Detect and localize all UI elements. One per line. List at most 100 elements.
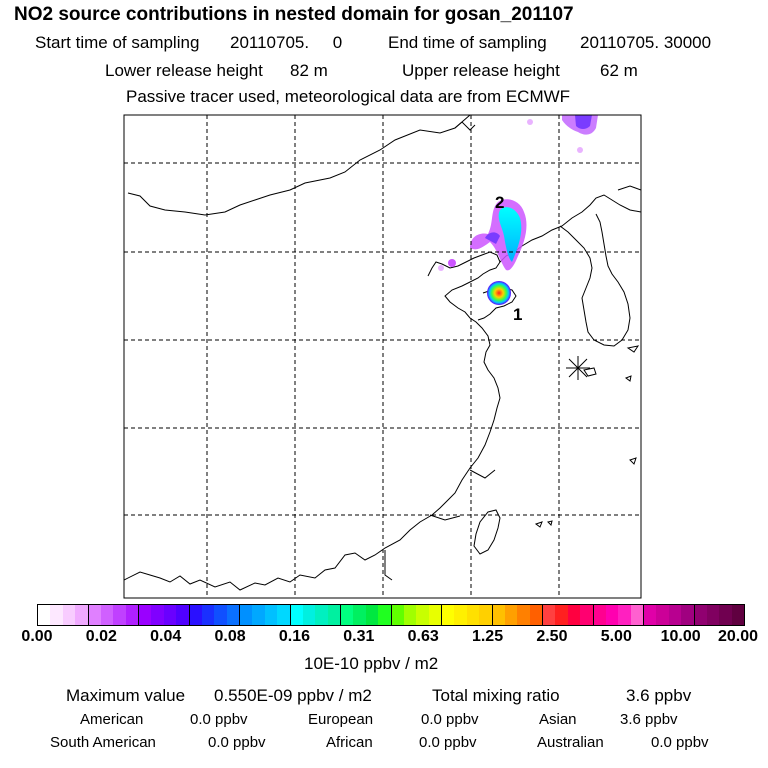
region-name-australian: Australian <box>537 734 604 751</box>
colorbar-swatch <box>731 605 744 625</box>
colorbar-swatch <box>492 605 505 625</box>
region-name-asian: Asian <box>539 711 577 728</box>
colorbar-swatch <box>656 605 669 625</box>
colorbar-swatch <box>176 605 190 625</box>
colorbar-tick-label: 5.00 <box>600 628 632 645</box>
colorbar-tick-label: 1.25 <box>471 628 504 645</box>
colorbar-swatch <box>75 605 89 625</box>
colorbar-swatch <box>694 605 707 625</box>
region-value-european: 0.0 ppbv <box>421 711 479 728</box>
colorbar-swatch <box>466 605 480 625</box>
colorbar-tick-label: 10.00 <box>660 628 701 645</box>
colorbar-tick-label: 20.00 <box>717 628 759 645</box>
total-mixing-value: 3.6 ppbv <box>626 686 692 705</box>
colorbar-swatch <box>378 605 392 625</box>
colorbar-swatch <box>555 605 568 625</box>
colorbar-swatch <box>644 605 657 625</box>
colorbar-swatch <box>277 605 291 625</box>
map-panel: 2 1 <box>123 114 642 599</box>
colorbar-swatch <box>580 605 594 625</box>
colorbar-swatch <box>139 605 152 625</box>
colorbar-swatch <box>214 605 227 625</box>
region-value-american: 0.0 ppbv <box>190 711 248 728</box>
hotspot-source-1 <box>487 281 511 305</box>
colorbar-swatch <box>315 605 328 625</box>
colorbar-swatch <box>353 605 366 625</box>
colorbar-swatch <box>264 605 278 625</box>
source-label-1: 1 <box>513 305 522 324</box>
upper-height-value: 62 m <box>600 61 638 80</box>
start-time-value: 20110705. 0 <box>230 33 343 52</box>
start-time-label: Start time of sampling <box>35 33 200 52</box>
colorbar-tick-label: 2.50 <box>536 628 568 645</box>
colorbar-swatch <box>630 605 644 625</box>
colorbar-swatch <box>201 605 215 625</box>
plume-source-2 <box>438 199 527 271</box>
colorbar-swatch <box>391 605 404 625</box>
colorbar-tick-label: 0.31 <box>343 628 375 645</box>
colorbar-swatch <box>442 605 455 625</box>
colorbar-swatch <box>517 605 530 625</box>
colorbar-swatch <box>151 605 164 625</box>
upper-height-label: Upper release height <box>402 61 560 80</box>
receptor-star-icon <box>566 356 590 380</box>
colorbar-swatch <box>50 605 63 625</box>
region-name-american: American <box>80 711 144 728</box>
colorbar-swatch <box>479 605 493 625</box>
tracer-note: Passive tracer used, meteorological data… <box>126 87 571 106</box>
colorbar-swatch <box>428 605 442 625</box>
lower-height-value: 82 m <box>290 61 328 80</box>
region-value-asian: 3.6 ppbv <box>620 711 678 728</box>
end-time-value: 20110705. 30000 <box>580 33 712 52</box>
colorbar-swatch <box>593 605 606 625</box>
colorbar-tick-label: 0.16 <box>278 628 311 645</box>
colorbar <box>37 604 745 626</box>
colorbar-swatch <box>567 605 581 625</box>
colorbar-swatch <box>529 605 543 625</box>
plume-top-edge <box>527 115 598 153</box>
colorbar-tick-label: 0.02 <box>85 628 117 645</box>
source-label-2: 2 <box>495 193 504 212</box>
max-value-label: Maximum value <box>66 686 186 705</box>
max-value: 0.550E-09 ppbv / m2 <box>214 686 372 705</box>
figure-title: NO2 source contributions in nested domai… <box>14 4 574 25</box>
colorbar-swatch <box>62 605 76 625</box>
colorbar-swatch <box>290 605 303 625</box>
colorbar-swatch <box>668 605 682 625</box>
colorbar-swatch <box>403 605 417 625</box>
region-value-south-american: 0.0 ppbv <box>208 734 266 751</box>
colorbar-swatch <box>125 605 139 625</box>
colorbar-swatch <box>341 605 354 625</box>
colorbar-swatch <box>226 605 240 625</box>
colorbar-swatch <box>327 605 341 625</box>
colorbar-units: 10E-10 ppbv / m2 <box>304 654 439 673</box>
colorbar-swatch <box>706 605 720 625</box>
colorbar-swatch <box>618 605 631 625</box>
colorbar-tick-label: 0.08 <box>214 628 246 645</box>
colorbar-swatch <box>252 605 265 625</box>
colorbar-swatch <box>719 605 732 625</box>
region-value-australian: 0.0 ppbv <box>651 734 709 751</box>
colorbar-swatch <box>681 605 695 625</box>
region-value-african: 0.0 ppbv <box>419 734 477 751</box>
region-name-european: European <box>308 711 374 728</box>
colorbar-swatch <box>240 605 253 625</box>
colorbar-tick-label: 0.00 <box>21 628 53 645</box>
colorbar-swatch <box>543 605 556 625</box>
end-time-label: End time of sampling <box>388 33 547 52</box>
colorbar-swatch <box>113 605 126 625</box>
region-name-african: African <box>326 734 373 751</box>
colorbar-swatch <box>189 605 202 625</box>
colorbar-swatch <box>504 605 518 625</box>
colorbar-swatch <box>416 605 429 625</box>
lower-height-label: Lower release height <box>105 61 263 80</box>
colorbar-swatch <box>88 605 101 625</box>
colorbar-swatch <box>605 605 619 625</box>
colorbar-swatch <box>302 605 316 625</box>
colorbar-tick-label: 0.63 <box>407 628 439 645</box>
colorbar-swatch <box>454 605 467 625</box>
colorbar-tick-label: 0.04 <box>150 628 182 645</box>
colorbar-swatch <box>38 605 51 625</box>
colorbar-swatch <box>365 605 379 625</box>
map-grid <box>124 115 641 598</box>
